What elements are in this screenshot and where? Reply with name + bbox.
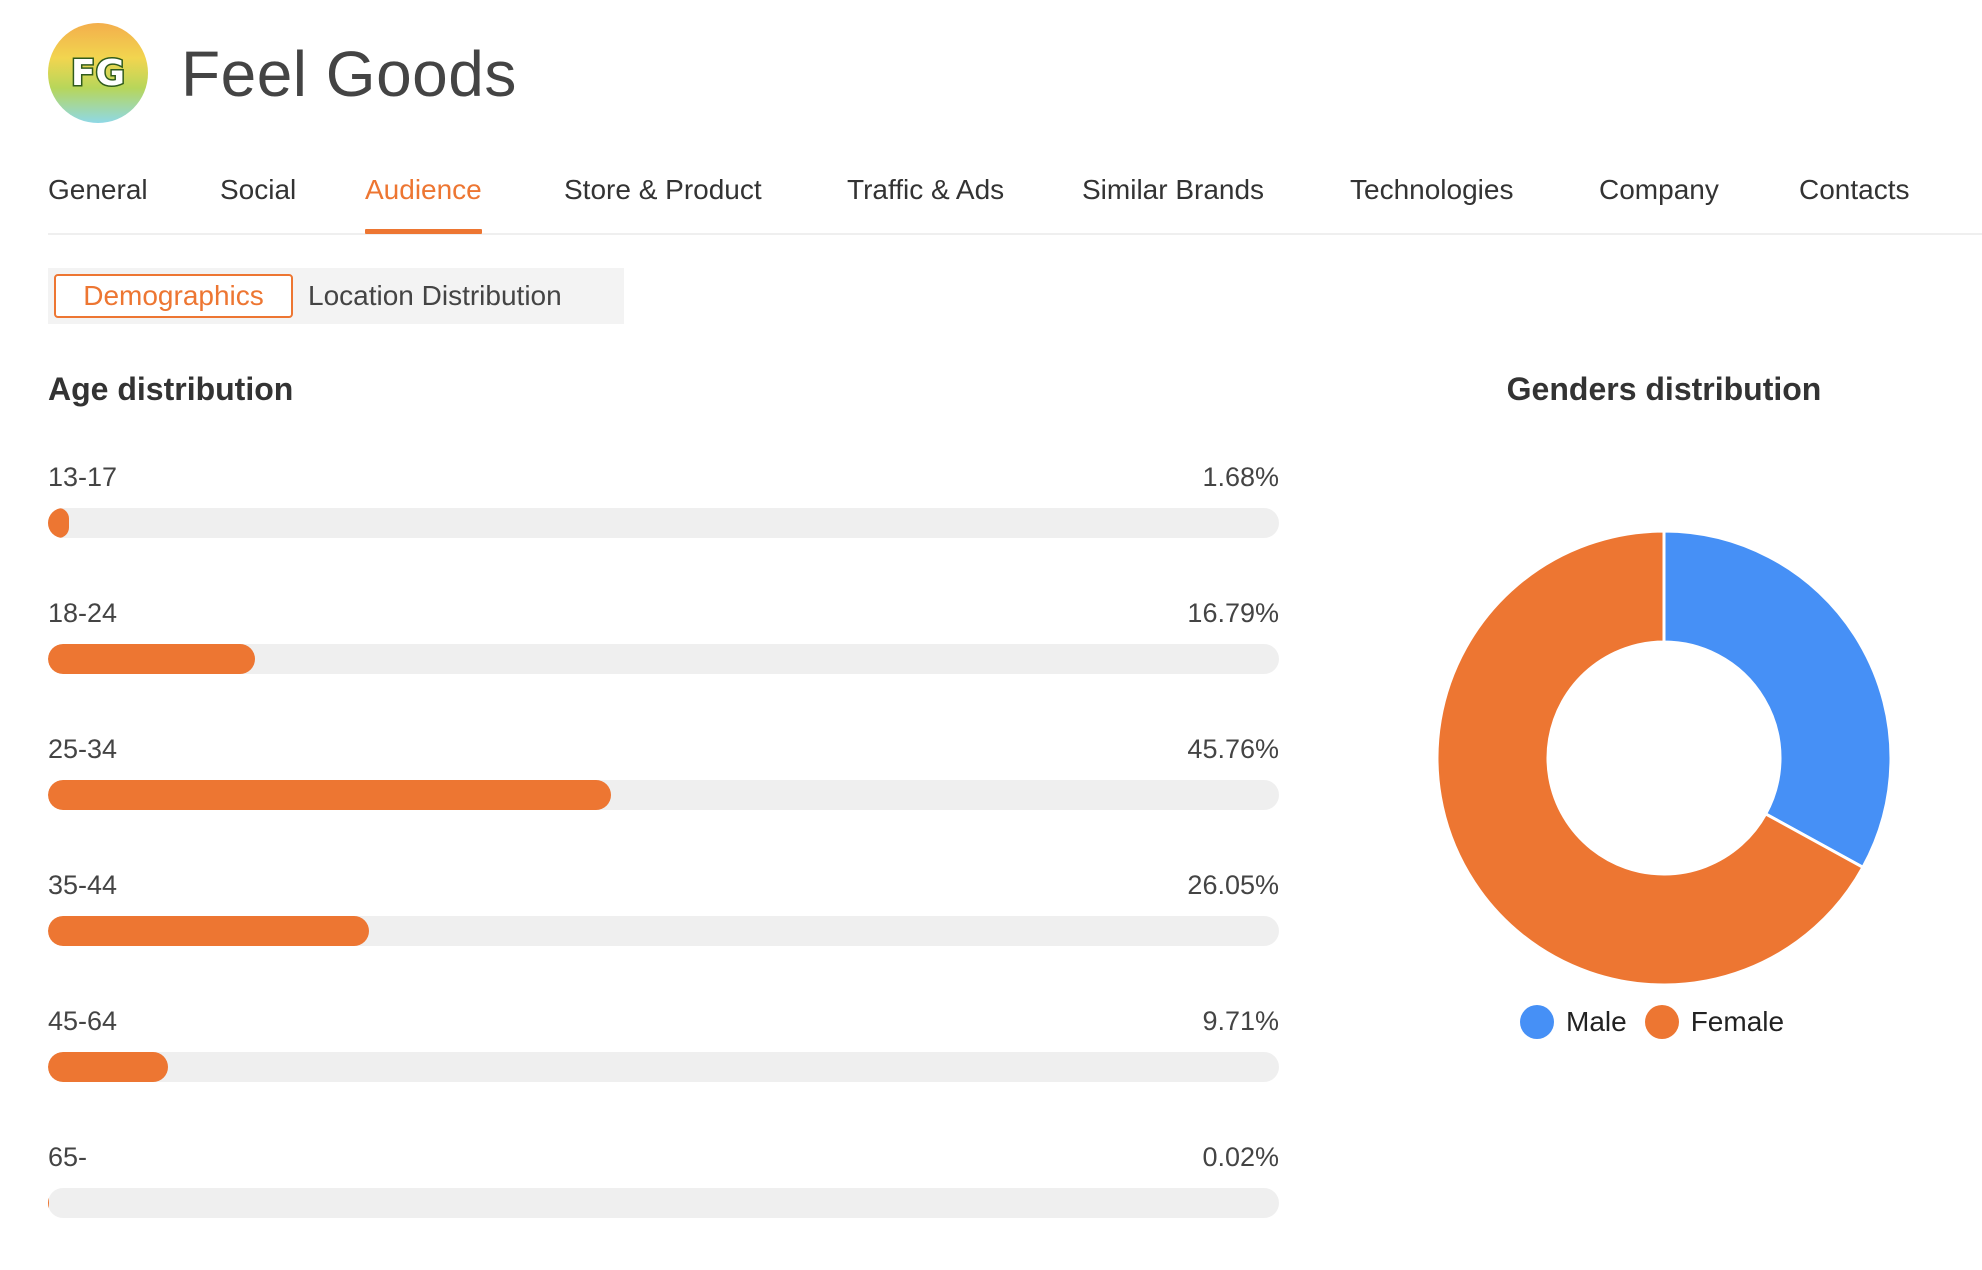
- legend-male-dot-icon: [1520, 1005, 1554, 1039]
- tab-similar-brands[interactable]: Similar Brands: [1082, 174, 1265, 205]
- brand-name: Feel Goods: [181, 38, 517, 110]
- age-label: 18-24: [48, 598, 118, 628]
- age-value: 26.05%: [1187, 870, 1279, 900]
- genders-legend: Male Female: [1520, 1002, 1802, 1042]
- age-value: 45.76%: [1187, 734, 1279, 764]
- brand-logo: FG: [48, 23, 148, 123]
- age-label: 25-34: [48, 734, 118, 764]
- legend-female-label: Female: [1690, 1006, 1785, 1037]
- age-label: 45-64: [48, 1006, 118, 1036]
- tab-audience[interactable]: Audience: [365, 174, 482, 205]
- age-bar: [48, 644, 255, 674]
- tab-store-product[interactable]: Store & Product: [564, 174, 762, 205]
- age-bar: [48, 1052, 168, 1082]
- age-bar: [48, 780, 612, 810]
- active-tab-underline: [365, 229, 482, 234]
- svg-text:FG: FG: [71, 53, 125, 94]
- genders-donut-chart: [1435, 529, 1893, 987]
- age-bar-track: [48, 1188, 1279, 1218]
- tab-technologies[interactable]: Technologies: [1350, 174, 1514, 205]
- legend-female-dot-icon: [1644, 1005, 1679, 1039]
- age-value: 0.02%: [1202, 1142, 1279, 1172]
- age-bar-track: [48, 916, 1279, 946]
- age-label: 65-: [48, 1142, 88, 1172]
- legend-item-male[interactable]: Male: [1520, 1005, 1627, 1039]
- subtab-demographics[interactable]: Demographics: [54, 274, 293, 318]
- tab-company[interactable]: Company: [1599, 174, 1719, 205]
- age-bar-track: [48, 1052, 1279, 1082]
- age-bar: [48, 916, 369, 946]
- age-label: 35-44: [48, 870, 118, 900]
- legend-item-female[interactable]: Female: [1644, 1005, 1785, 1039]
- age-value: 9.71%: [1202, 1006, 1279, 1036]
- donut-slice-female[interactable]: [1435, 529, 1865, 987]
- tab-general[interactable]: General: [48, 174, 148, 205]
- logo-mark-icon: FG: [69, 52, 126, 96]
- tab-traffic-ads[interactable]: Traffic & Ads: [847, 174, 1005, 205]
- age-bar-track: [48, 644, 1279, 674]
- age-bar-track: [48, 508, 1279, 538]
- age-bar: [48, 508, 69, 538]
- donut-slice-male[interactable]: [1662, 529, 1893, 870]
- age-distribution-title: Age distribution: [48, 371, 294, 407]
- age-value: 16.79%: [1187, 598, 1279, 628]
- genders-distribution-title: Genders distribution: [1506, 371, 1822, 407]
- age-bar-track: [48, 780, 1279, 810]
- tab-social[interactable]: Social: [220, 174, 297, 205]
- age-value: 1.68%: [1202, 462, 1279, 492]
- legend-male-label: Male: [1566, 1006, 1627, 1037]
- age-label: 13-17: [48, 462, 118, 492]
- tab-contacts[interactable]: Contacts: [1799, 174, 1910, 205]
- subtab-location-distribution[interactable]: Location Distribution: [308, 280, 562, 311]
- tabs-divider: [48, 233, 1982, 235]
